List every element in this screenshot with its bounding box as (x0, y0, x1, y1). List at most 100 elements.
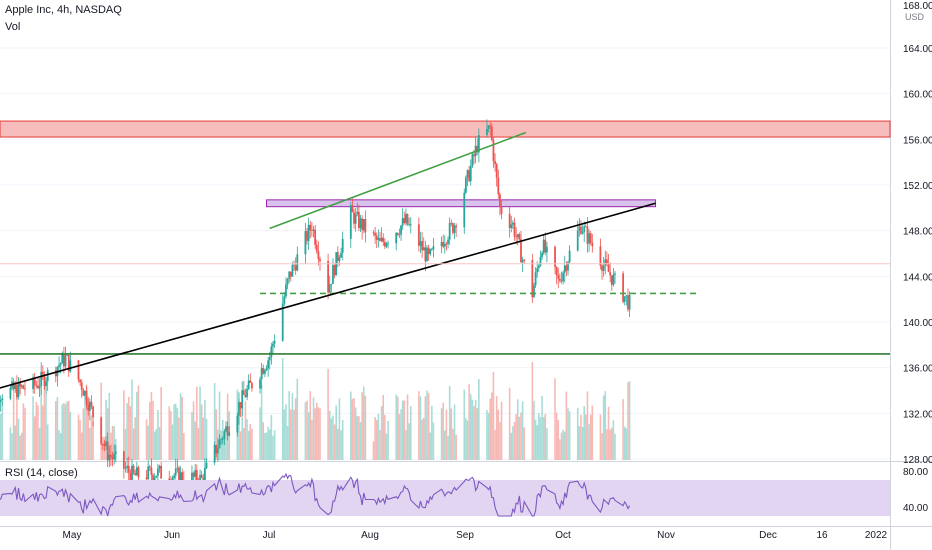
candle-body (216, 448, 219, 454)
volume-bar (400, 409, 402, 460)
volume-bar (516, 399, 519, 460)
candle-body (361, 218, 364, 231)
candle-body (59, 363, 62, 366)
resistance-zone[interactable] (0, 120, 891, 138)
volume-bar (40, 388, 43, 460)
candle-body (69, 360, 72, 372)
candle-body (304, 231, 307, 255)
candle-body (54, 370, 57, 377)
volume-bar (291, 393, 294, 460)
symbol-legend[interactable]: Apple Inc, 4h, NASDAQ (5, 4, 122, 16)
volume-bar (124, 428, 127, 460)
drawing-lines[interactable] (0, 131, 890, 395)
candle-body (536, 268, 539, 273)
candle-body (606, 259, 608, 265)
candle-body (200, 474, 203, 478)
volume-bar (225, 428, 227, 460)
candle-body (583, 226, 586, 233)
rising-trendline[interactable] (0, 202, 656, 395)
volume-bar (111, 425, 114, 460)
candle-body (43, 374, 46, 387)
volume-bar (241, 407, 243, 460)
volume-bar (262, 422, 265, 460)
volume-bar (168, 406, 171, 460)
candle-body (560, 280, 563, 282)
volume-bar (202, 417, 205, 460)
candle-body (173, 475, 176, 478)
candle-body (205, 462, 208, 469)
candle-body (236, 415, 239, 433)
candle-body (489, 125, 492, 127)
time-tick-label: May (63, 530, 82, 541)
time-tick-label: Nov (657, 530, 675, 541)
candle-body (238, 402, 240, 416)
candle-body (148, 466, 151, 468)
candle-body (127, 465, 130, 473)
candle-body (523, 259, 526, 261)
volume-legend[interactable]: Vol (5, 21, 20, 33)
volume-bar (338, 398, 341, 460)
volume-bar (534, 419, 537, 460)
candle-body (463, 192, 466, 228)
candle-body (327, 260, 330, 293)
volume-bar (455, 434, 457, 460)
candle-body (12, 381, 15, 390)
price-tick-label: 156.00 (903, 135, 932, 146)
rsi-tick-label: 80.00 (903, 467, 928, 478)
volume-bar (473, 406, 475, 460)
volume-bar (137, 385, 140, 460)
volume-bar (134, 417, 137, 460)
candle-body (625, 295, 628, 297)
volume-bar (32, 396, 34, 460)
candle-body (103, 444, 106, 446)
rsi-legend[interactable]: RSI (14, close) (5, 467, 78, 479)
candle-body (372, 232, 375, 234)
volume-bar (377, 413, 380, 460)
candle-body (364, 219, 367, 233)
candle-body (602, 265, 605, 271)
mid-zone[interactable] (266, 199, 657, 208)
volume-bar (181, 396, 184, 460)
volume-bar (536, 425, 539, 460)
candle-body (24, 388, 26, 390)
volume-bar (173, 404, 175, 460)
volume-bar (478, 379, 480, 460)
volume-bar (0, 413, 2, 460)
candle-body (1, 398, 4, 401)
candle-body (495, 164, 498, 178)
drawing-zones[interactable] (0, 120, 891, 208)
candle-body (589, 233, 592, 243)
volume-bar (200, 404, 203, 460)
volume-bar (625, 428, 628, 460)
volume-bar (422, 417, 425, 460)
volume-bar (494, 429, 496, 460)
volume-bar (510, 432, 513, 460)
volume-bar (56, 397, 59, 460)
candle-body (153, 477, 156, 481)
candle-body (293, 264, 295, 266)
candle-body (544, 239, 547, 253)
candle-body (440, 242, 443, 247)
volume-bar (54, 401, 57, 460)
candle-body (82, 389, 85, 396)
time-tick-label: Jul (263, 530, 276, 541)
candle-body (591, 242, 594, 247)
volume-bar (361, 392, 363, 460)
volume-bar (374, 417, 376, 460)
volume-bar (42, 405, 44, 460)
candle-body (443, 243, 446, 247)
channel-top-line[interactable] (269, 131, 527, 230)
volume-bar (508, 387, 511, 460)
volume-bar (174, 403, 177, 460)
volume-bar (17, 418, 20, 460)
candle-body (307, 224, 310, 241)
candle-body (466, 170, 469, 178)
volume-bar (468, 384, 470, 460)
candle-body (135, 467, 138, 476)
volume-bar (63, 402, 65, 460)
candle-body (223, 431, 226, 439)
candle-body (267, 360, 270, 369)
candle-body (221, 438, 224, 440)
volume-bar (375, 420, 378, 460)
